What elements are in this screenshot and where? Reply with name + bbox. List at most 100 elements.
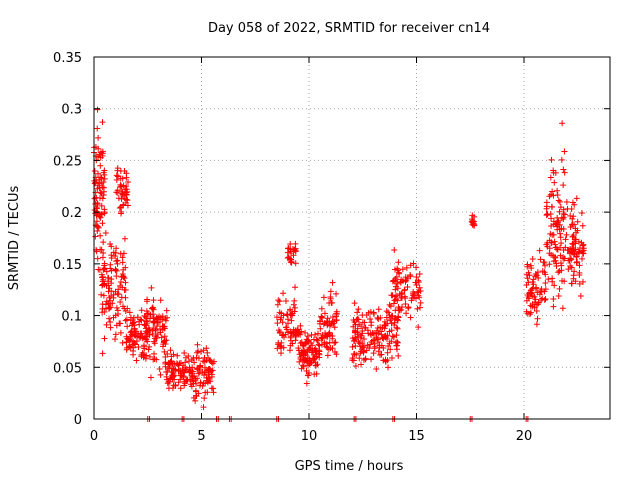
data-point [575, 238, 582, 245]
data-point [529, 278, 536, 285]
data-point [206, 377, 213, 384]
data-point [366, 345, 373, 352]
data-point [193, 354, 200, 361]
data-point [130, 351, 137, 358]
data-point [389, 333, 396, 340]
data-point [370, 309, 377, 316]
data-point [123, 174, 130, 181]
data-point [188, 356, 195, 363]
data-point [388, 338, 395, 345]
data-point [197, 348, 204, 355]
y-tick-label: 0.25 [53, 154, 82, 169]
data-point [333, 308, 340, 315]
data-point [101, 265, 108, 272]
data-point [126, 343, 133, 350]
data-point [415, 324, 422, 331]
data-point [91, 195, 98, 202]
data-point [368, 331, 375, 338]
data-point [417, 288, 424, 294]
data-point [187, 381, 194, 388]
data-point [117, 167, 124, 174]
data-point [206, 366, 213, 373]
data-point [99, 184, 106, 191]
data-point [567, 255, 574, 262]
data-point [288, 256, 295, 263]
data-point [527, 262, 534, 269]
data-point [386, 301, 393, 308]
data-point [135, 318, 142, 325]
data-point [573, 259, 580, 266]
data-point [278, 350, 285, 357]
data-point [115, 291, 122, 298]
data-point [367, 341, 374, 348]
data-point [318, 314, 325, 321]
data-point [101, 335, 108, 342]
data-point [555, 293, 562, 300]
data-point [201, 364, 208, 371]
data-point [202, 389, 209, 396]
data-point [383, 314, 390, 321]
data-point [390, 277, 397, 284]
data-point [113, 273, 120, 280]
data-point [163, 307, 170, 314]
data-point [349, 343, 356, 350]
data-point [568, 206, 575, 213]
data-point [357, 350, 364, 357]
data-point [561, 148, 568, 155]
data-point [122, 294, 129, 301]
data-point [321, 310, 328, 317]
data-point [153, 323, 160, 330]
data-point [556, 208, 563, 215]
data-point [554, 191, 561, 198]
data-point [527, 289, 534, 296]
data-point [181, 350, 188, 357]
data-point [564, 247, 571, 254]
data-point [164, 368, 171, 375]
data-point [535, 275, 542, 282]
data-point [390, 300, 397, 307]
data-point [190, 380, 197, 387]
data-point [165, 361, 172, 368]
data-point [567, 223, 574, 230]
data-point [122, 308, 129, 315]
data-point [127, 317, 134, 324]
data-point [556, 198, 563, 205]
data-point [203, 357, 210, 364]
data-point [354, 309, 361, 316]
data-point [547, 230, 554, 237]
data-point [549, 203, 556, 210]
data-point [156, 365, 163, 372]
data-point [565, 266, 572, 273]
data-point [385, 364, 392, 371]
data-point [368, 322, 375, 329]
data-point [173, 360, 180, 367]
data-point [99, 220, 106, 227]
data-point [396, 307, 403, 314]
data-point [113, 172, 120, 179]
data-point [107, 319, 114, 326]
data-point [127, 344, 134, 351]
data-point [208, 373, 215, 380]
data-point [349, 355, 356, 362]
data-point [549, 188, 556, 195]
data-point [138, 317, 145, 324]
data-point [126, 309, 133, 316]
data-point [579, 255, 586, 262]
data-point [531, 293, 538, 300]
data-point [119, 259, 126, 266]
data-point [388, 354, 395, 361]
data-point [124, 323, 131, 330]
data-point [145, 327, 152, 334]
data-point [580, 245, 587, 252]
data-point [100, 266, 107, 273]
data-point [112, 253, 119, 260]
data-point [141, 321, 148, 328]
chart-title: Day 058 of 2022, SRMTID for receiver cn1… [208, 21, 490, 36]
data-point [558, 225, 565, 232]
data-point [561, 278, 568, 285]
data-point [113, 258, 120, 265]
data-point [95, 224, 102, 231]
grid-lines [94, 57, 610, 419]
data-point [112, 267, 119, 274]
